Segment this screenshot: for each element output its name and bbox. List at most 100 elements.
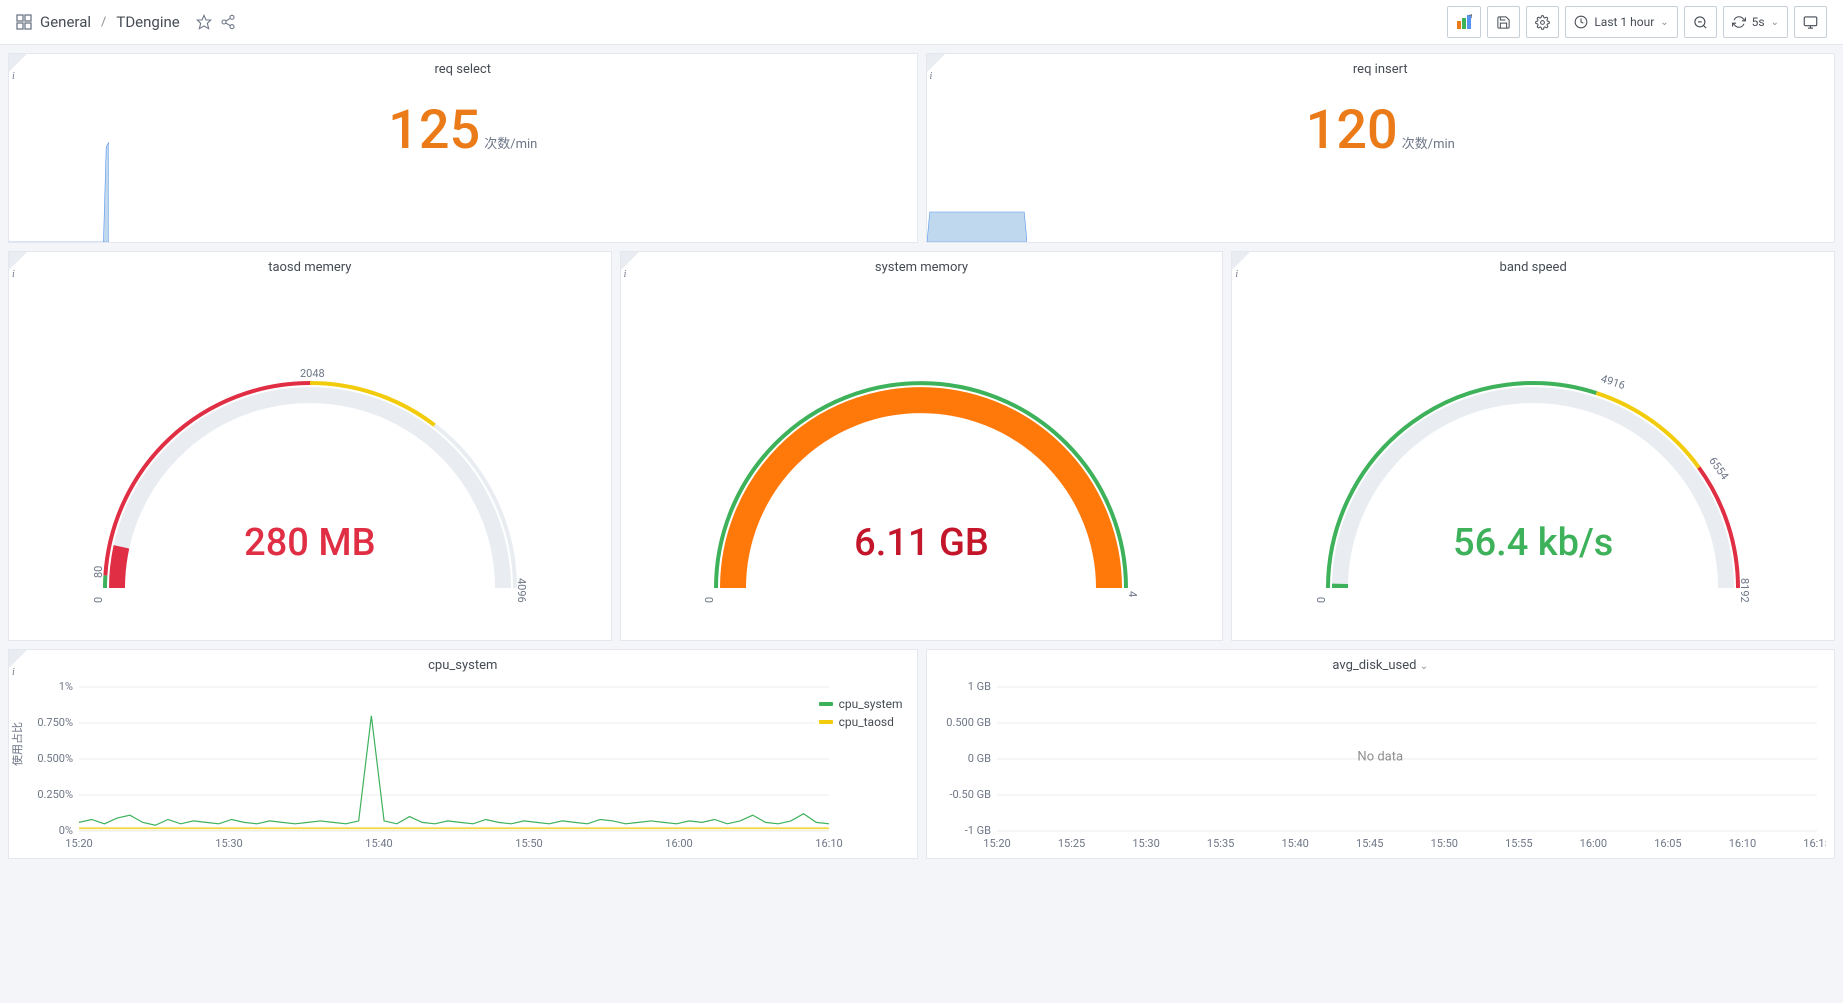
panel-title: req insert — [927, 54, 1835, 81]
svg-text:15:50: 15:50 — [1430, 837, 1457, 850]
panel-title[interactable]: avg_disk_used ⌄ — [927, 650, 1835, 677]
svg-text:4: 4 — [1126, 591, 1139, 597]
svg-text:0.750%: 0.750% — [37, 716, 73, 729]
svg-text:16:05: 16:05 — [1654, 837, 1681, 850]
svg-text:4096: 4096 — [515, 578, 528, 603]
panel-avg-disk-used[interactable]: avg_disk_used ⌄ -1 GB -0.50 GB 0 GB 0.500 G… — [926, 649, 1836, 859]
info-corner: i — [9, 54, 27, 72]
svg-text:0: 0 — [1315, 597, 1328, 603]
svg-text:4916: 4916 — [1599, 372, 1627, 392]
svg-text:15:35: 15:35 — [1206, 837, 1233, 850]
chevron-down-icon: ⌄ — [1660, 17, 1668, 28]
info-corner: i — [927, 54, 945, 72]
refresh-interval-label: 5s — [1752, 15, 1765, 29]
svg-text:15:30: 15:30 — [1132, 837, 1159, 850]
svg-text:0: 0 — [703, 597, 716, 603]
svg-text:1%: 1% — [59, 681, 73, 693]
panel-req-insert[interactable]: i req insert 120 次数/min — [926, 53, 1836, 243]
dashboards-icon[interactable] — [16, 14, 32, 30]
breadcrumb: General / TDengine — [16, 13, 1447, 31]
svg-text:-0.50 GB: -0.50 GB — [949, 788, 991, 801]
svg-text:15:50: 15:50 — [515, 837, 542, 850]
star-icon[interactable] — [196, 14, 212, 30]
stat-number: 120 — [1306, 99, 1398, 162]
line-chart: -1 GB -0.50 GB 0 GB 0.500 GB 1 GB 15:20 15:25 1… — [935, 681, 1827, 851]
share-icon[interactable] — [220, 14, 236, 30]
svg-text:0.500 GB: 0.500 GB — [946, 716, 991, 729]
info-corner: i — [1232, 252, 1250, 270]
panel-system-memory[interactable]: i system memory 04 6.11 GB — [620, 251, 1224, 641]
svg-text:16:15: 16:15 — [1803, 837, 1826, 850]
info-corner: i — [621, 252, 639, 270]
breadcrumb-page[interactable]: TDengine — [116, 13, 179, 31]
svg-text:0 GB: 0 GB — [967, 752, 990, 765]
panel-title: cpu_system — [9, 650, 917, 677]
chevron-down-icon: ⌄ — [1771, 17, 1779, 28]
toolbar-actions: + Last 1 hour ⌄ 5s ⌄ — [1447, 6, 1827, 38]
svg-text:8192: 8192 — [1738, 578, 1751, 603]
gauge-value: 280 MB — [9, 521, 611, 565]
sparkline — [9, 142, 109, 242]
chart-legend: cpu_systemcpu_taosd — [815, 695, 907, 731]
zoom-out-button[interactable] — [1684, 6, 1717, 38]
breadcrumb-root[interactable]: General — [40, 13, 91, 31]
svg-text:15:55: 15:55 — [1505, 837, 1532, 850]
svg-text:16:00: 16:00 — [665, 837, 692, 850]
info-corner: i — [9, 252, 27, 270]
svg-text:16:10: 16:10 — [1728, 837, 1755, 850]
info-corner: i — [9, 650, 27, 668]
svg-text:0.500%: 0.500% — [37, 752, 73, 765]
stat-unit: 次数/min — [1402, 133, 1455, 152]
stat-unit: 次数/min — [484, 133, 537, 152]
svg-text:15:20: 15:20 — [65, 837, 92, 850]
time-range-label: Last 1 hour — [1594, 15, 1654, 29]
no-data-label: No data — [1357, 750, 1403, 765]
sparkline — [927, 142, 1027, 242]
svg-text:15:45: 15:45 — [1356, 837, 1383, 850]
chart-body: -1 GB -0.50 GB 0 GB 0.500 GB 1 GB 15:20 15:25 1… — [927, 677, 1835, 855]
svg-text:6554: 6554 — [1706, 455, 1731, 483]
svg-text:15:30: 15:30 — [215, 837, 242, 850]
line-chart: 0% 0.250% 0.500% 0.750% 1% 15:20 15:30 15:40 15:… — [17, 681, 909, 851]
dashboard-grid: i req select 125 次数/min i req insert 120… — [0, 45, 1843, 867]
svg-text:16:10: 16:10 — [815, 837, 842, 850]
y-axis-label: 使用占比 — [9, 722, 25, 766]
gauge-value: 56.4 kb/s — [1232, 521, 1834, 565]
gauge: 08040962048 280 MB — [9, 279, 611, 637]
add-panel-button[interactable]: + — [1447, 6, 1481, 38]
panel-band-speed[interactable]: i band speed 0 8192 4916 6554 56.4 kb/s — [1231, 251, 1835, 641]
gauge: 0 8192 4916 6554 56.4 kb/s — [1232, 279, 1834, 637]
gauge: 0 4 6.11 GB — [621, 279, 1223, 637]
breadcrumb-separator: / — [101, 15, 106, 30]
time-range-button[interactable]: Last 1 hour ⌄ — [1565, 6, 1677, 38]
panel-taosd-memory[interactable]: i taosd memery 08040962048 280 MB — [8, 251, 612, 641]
svg-text:1 GB: 1 GB — [967, 681, 990, 693]
svg-text:0.250%: 0.250% — [37, 788, 73, 801]
refresh-button[interactable]: 5s ⌄ — [1723, 6, 1788, 38]
cycle-view-button[interactable] — [1794, 6, 1827, 38]
svg-text:0: 0 — [92, 597, 105, 603]
stat-value: 125 次数/min — [9, 99, 917, 162]
chevron-down-icon: ⌄ — [1420, 661, 1428, 672]
panel-req-select[interactable]: i req select 125 次数/min — [8, 53, 918, 243]
svg-text:80: 80 — [92, 566, 105, 578]
svg-text:+: + — [1469, 14, 1472, 22]
panel-title: taosd memery — [9, 252, 611, 279]
stat-value: 120 次数/min — [927, 99, 1835, 162]
svg-text:16:00: 16:00 — [1579, 837, 1606, 850]
gauge-value: 6.11 GB — [621, 521, 1223, 565]
svg-text:-1 GB: -1 GB — [964, 824, 990, 837]
svg-text:15:40: 15:40 — [365, 837, 392, 850]
legend-item[interactable]: cpu_taosd — [815, 713, 907, 731]
svg-text:15:25: 15:25 — [1057, 837, 1084, 850]
panel-cpu-system[interactable]: i cpu_system 使用占比 0% 0.250% 0.500% 0.750% 1%… — [8, 649, 918, 859]
legend-item[interactable]: cpu_system — [815, 695, 907, 713]
save-button[interactable] — [1487, 6, 1520, 38]
panel-title: band speed — [1232, 252, 1834, 279]
svg-text:15:20: 15:20 — [983, 837, 1010, 850]
panel-title: req select — [9, 54, 917, 81]
toolbar: General / TDengine + Last 1 hour ⌄ 5s — [0, 0, 1843, 45]
svg-text:0%: 0% — [59, 824, 73, 837]
stat-number: 125 — [388, 99, 480, 162]
settings-button[interactable] — [1526, 6, 1559, 38]
